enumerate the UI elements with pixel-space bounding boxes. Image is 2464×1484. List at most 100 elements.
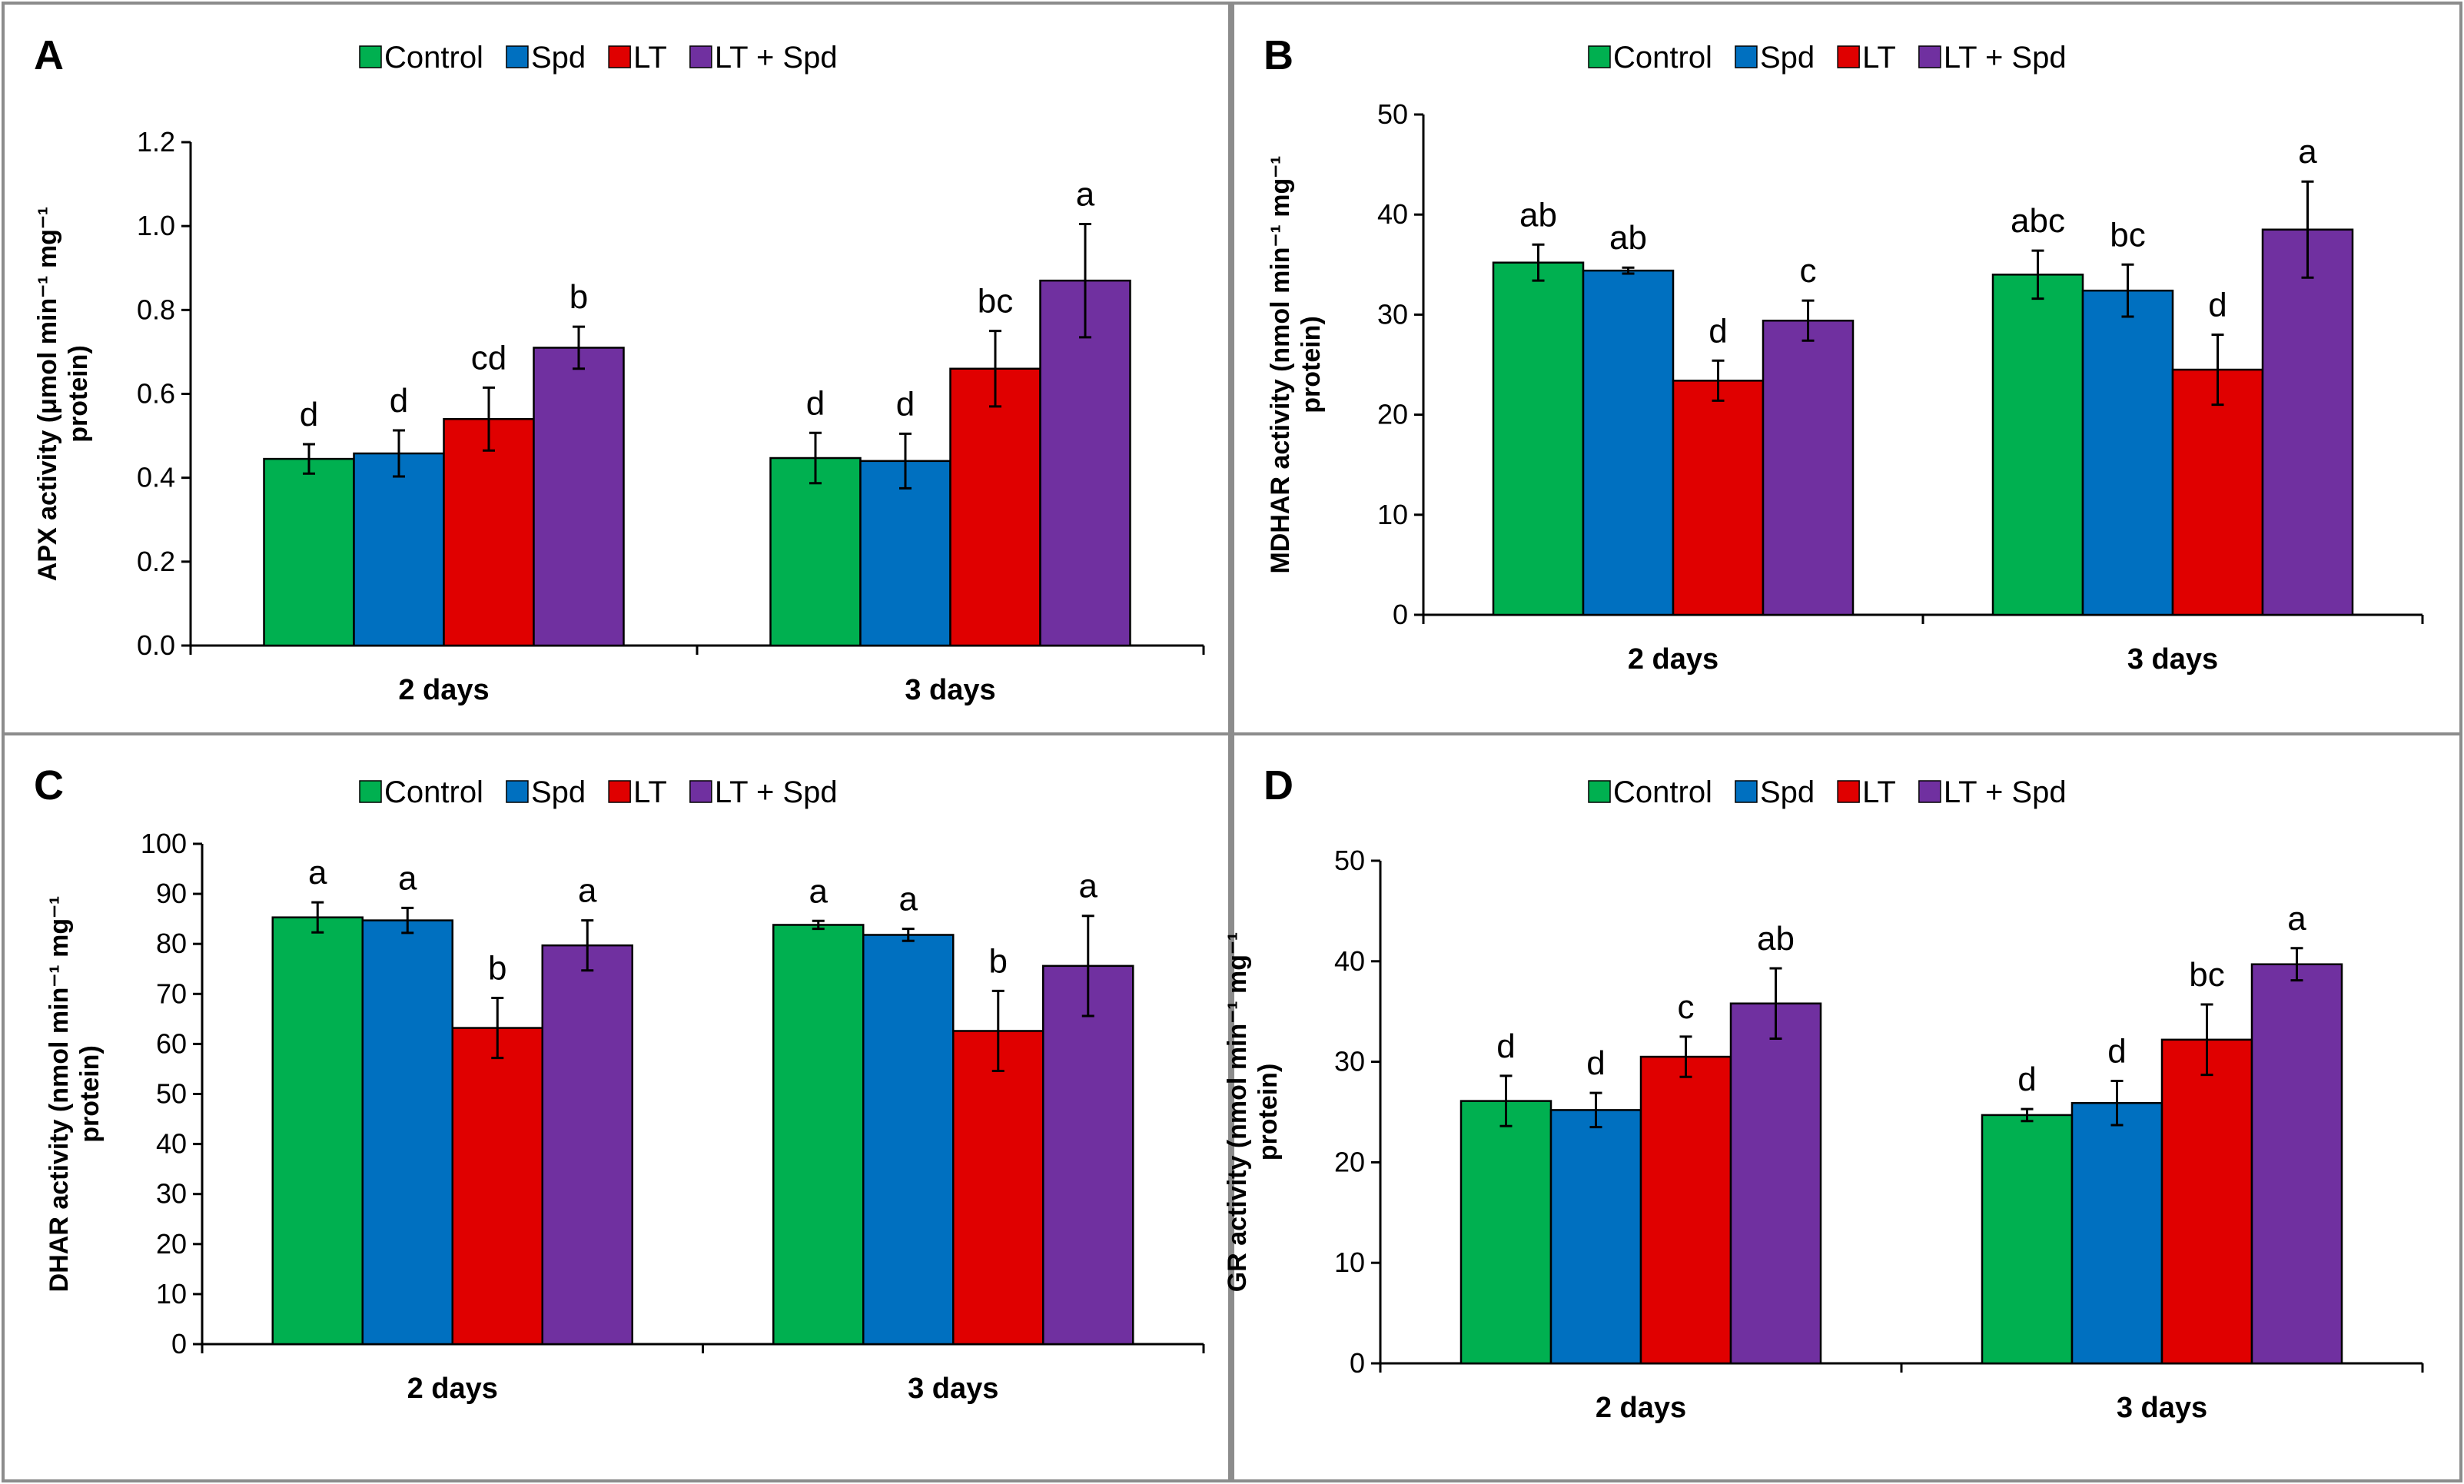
bar-lt-spd-2days <box>1729 1002 1822 1365</box>
significance-letter: a <box>578 872 597 910</box>
y-tick-label: 20 <box>156 1228 187 1260</box>
significance-letter: d <box>2208 286 2227 324</box>
y-tick-label: 0.6 <box>137 378 175 410</box>
panel-d: D Control Spd LT LT + Spd 0 10 20 30 40 50 2 days d d… <box>1223 732 2462 1482</box>
significance-letter: d <box>1709 312 1727 350</box>
x-category-label: 3 days <box>2127 643 2218 676</box>
panel-a: A Control Spd LT LT + Spd 0.0 0.2 0.4 0.6 0.8 1.0 1… <box>2 2 1231 735</box>
x-category-label: 2 days <box>398 674 489 706</box>
significance-letter: bc <box>2189 956 2224 994</box>
significance-letter: d <box>2017 1061 2036 1098</box>
error-bar <box>1499 1074 1513 1127</box>
error-bar <box>2021 1107 2034 1123</box>
error-bar <box>573 325 585 370</box>
y-tick-label: 20 <box>1377 399 1408 430</box>
legend-label: LT + Spd <box>1944 41 2067 75</box>
y-axis-label: DHAR activity (nmol min⁻¹ mg⁻¹protein) <box>45 896 105 1293</box>
y-tick-label: 40 <box>1334 945 1365 977</box>
y-axis-label-line2: protein) <box>1297 316 1326 413</box>
legend-swatch <box>1735 45 1758 68</box>
significance-letter: a <box>2287 900 2306 938</box>
error-bar <box>1622 266 1635 275</box>
significance-letter: b <box>989 942 1008 980</box>
x-category-label: 2 days <box>1596 1392 1686 1424</box>
y-tick-label: 70 <box>156 978 187 1009</box>
significance-letter: c <box>1678 988 1695 1026</box>
bar-spd-3days <box>859 460 951 647</box>
legend-swatch <box>506 780 529 803</box>
significance-letter: b <box>570 278 588 316</box>
bar-spd-3days <box>2081 289 2174 616</box>
legend-swatch <box>359 780 382 803</box>
bar-control-3days <box>1991 274 2084 616</box>
y-tick-label: 30 <box>1377 298 1408 330</box>
error-bar <box>1769 967 1782 1041</box>
bar-lt-2days <box>1672 380 1765 616</box>
significance-letter: b <box>488 950 506 988</box>
significance-letter: c <box>1800 252 1817 290</box>
y-tick-label: 90 <box>156 878 187 909</box>
legend-swatch <box>1588 45 1611 68</box>
error-bar <box>809 431 822 485</box>
y-tick-label: 0.0 <box>137 629 175 661</box>
error-bar <box>2211 333 2224 407</box>
legend-swatch <box>1837 780 1860 803</box>
legend-label: LT + Spd <box>1944 775 2067 809</box>
y-tick-label: 0.2 <box>137 546 175 577</box>
y-tick-label: 10 <box>1334 1247 1365 1278</box>
significance-letter: a <box>1076 175 1095 213</box>
legend-label: LT <box>1862 41 1896 75</box>
error-bar <box>1802 299 1815 342</box>
bar-control-2days <box>271 916 364 1346</box>
legend-swatch <box>1735 780 1758 803</box>
legend-label: Spd <box>1760 41 1815 75</box>
x-category-label: 2 days <box>1628 643 1718 676</box>
y-tick-label: 100 <box>141 828 187 859</box>
error-bar <box>2200 1003 2213 1077</box>
y-tick-label: 40 <box>1377 198 1408 230</box>
bar-spd-2days <box>1549 1109 1642 1365</box>
legend-label: LT <box>1862 775 1896 809</box>
y-axis-label-line1: DHAR activity (nmol min⁻¹ mg⁻¹ <box>45 896 74 1293</box>
legend-label: Spd <box>531 775 586 809</box>
x-category-label: 2 days <box>407 1373 498 1405</box>
y-tick-label: 50 <box>156 1078 187 1110</box>
panel-c: C Control Spd LT LT + Spd 0 10 20 30 40 50 60 70 80 90… <box>2 732 1231 1482</box>
error-bar <box>991 989 1005 1073</box>
panel-label: A <box>34 32 64 78</box>
legend-swatch <box>608 780 631 803</box>
y-axis-label-line1: APX activity (μmol min⁻¹ mg⁻¹ <box>33 207 62 581</box>
x-category-label: 3 days <box>905 674 995 706</box>
legend-swatch <box>1918 780 1941 803</box>
significance-letter: a <box>899 881 918 918</box>
y-tick-label: 1.0 <box>137 210 175 241</box>
y-axis-label: MDHAR activity (nmol min⁻¹ mg⁻¹protein) <box>1266 155 1326 573</box>
error-bar <box>2301 180 2314 279</box>
legend-label: LT <box>633 41 667 75</box>
legend-swatch <box>1588 780 1611 803</box>
legend-label: Spd <box>1760 775 1815 809</box>
significance-letter: d <box>1496 1028 1515 1065</box>
bar-spd-2days <box>361 919 453 1346</box>
legend-label: Control <box>384 775 483 809</box>
significance-letter: a <box>398 859 417 897</box>
error-bar <box>303 443 315 475</box>
bar-lt-spd-2days <box>541 944 633 1346</box>
y-axis-label-line2: protein) <box>75 1045 105 1143</box>
significance-letter: a <box>2298 133 2317 171</box>
y-tick-label: 0.4 <box>137 462 175 493</box>
y-tick-label: 50 <box>1334 845 1365 876</box>
error-bar <box>1081 915 1094 1018</box>
bar-lt-spd-3days <box>2250 963 2343 1365</box>
bar-lt-3days <box>2160 1038 2253 1365</box>
panel-label: D <box>1264 762 1293 808</box>
bar-spd-3days <box>862 934 955 1346</box>
bar-lt-3days <box>2171 368 2264 616</box>
significance-letter: d <box>896 385 915 423</box>
y-tick-label: 10 <box>1377 499 1408 530</box>
legend-label: LT + Spd <box>715 775 838 809</box>
significance-letter: a <box>809 872 829 910</box>
y-tick-label: 80 <box>156 928 187 959</box>
